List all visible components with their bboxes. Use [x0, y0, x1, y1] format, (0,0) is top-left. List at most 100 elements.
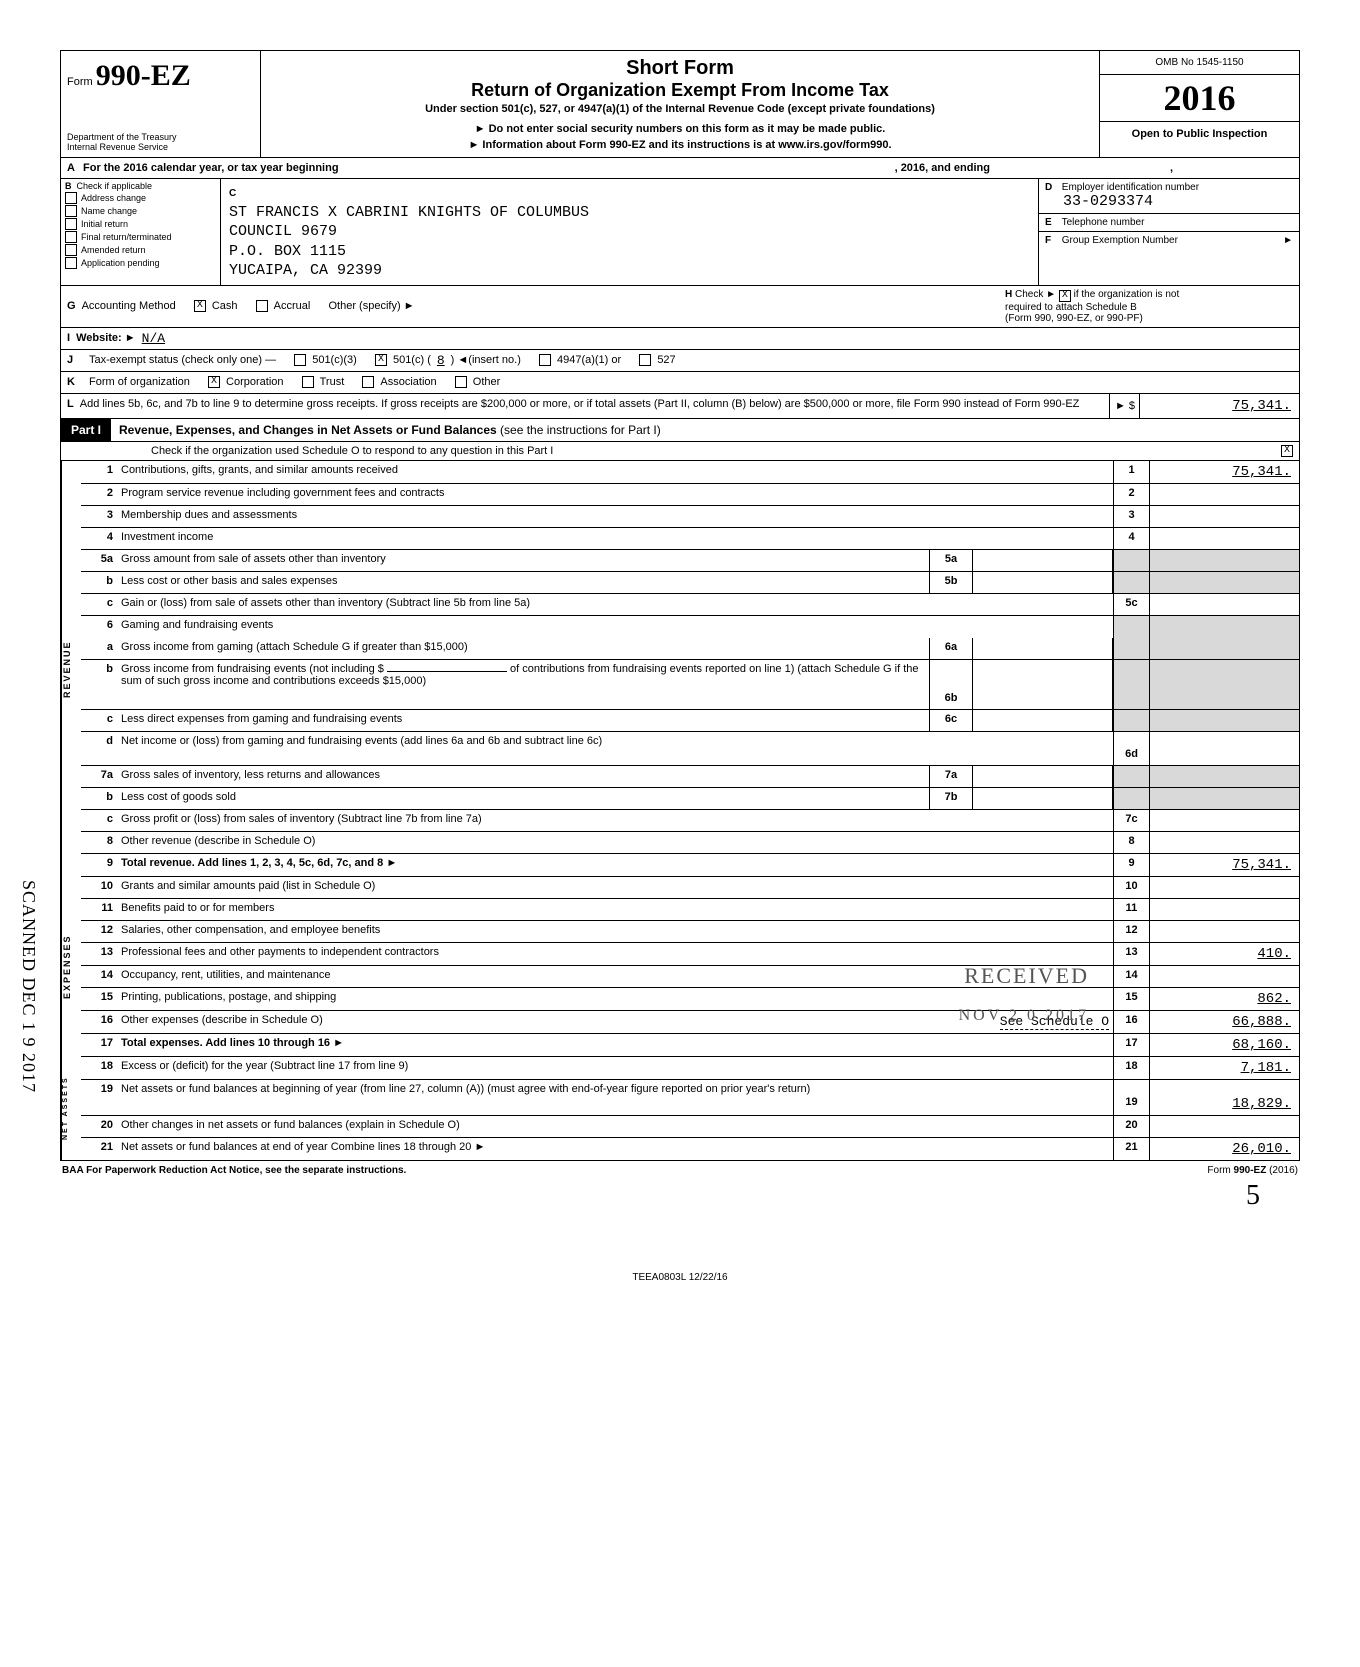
opt-amended-return: Amended return — [81, 245, 146, 255]
line-5a-text: Gross amount from sale of assets other t… — [117, 550, 929, 571]
line-5b-midval — [973, 572, 1113, 593]
label-l: L — [67, 398, 74, 414]
website-title: Website: ► — [76, 332, 136, 344]
line-5a: 5a Gross amount from sale of assets othe… — [81, 550, 1299, 572]
line-6a: a Gross income from gaming (attach Sched… — [81, 638, 1299, 660]
line-12-value — [1149, 921, 1299, 942]
col-c-name-address: C ST FRANCIS X CABRINI KNIGHTS OF COLUMB… — [221, 179, 1039, 285]
chk-initial-return[interactable] — [65, 218, 77, 230]
line-17-text: Total expenses. Add lines 10 through 16 — [117, 1034, 1113, 1056]
h-text-4: (Form 990, 990-EZ, or 990-PF) — [1005, 313, 1143, 324]
chk-association[interactable] — [362, 376, 374, 388]
line-6c-num: c — [81, 710, 117, 731]
line-7b-rval — [1149, 788, 1299, 809]
part-1-header: Part I Revenue, Expenses, and Changes in… — [60, 419, 1300, 442]
chk-cash[interactable]: X — [194, 300, 206, 312]
cell-d-ein: D Employer identification number 33-0293… — [1039, 179, 1299, 214]
opt-501c3: 501(c)(3) — [312, 354, 357, 366]
opt-501c-post: ) ◄(insert no.) — [451, 354, 521, 366]
line-11: 11 Benefits paid to or for members 11 — [81, 899, 1299, 921]
line-4-text: Investment income — [117, 528, 1113, 549]
line-8-value — [1149, 832, 1299, 853]
line-19-rnum: 19 — [1113, 1080, 1149, 1115]
chk-application-pending[interactable] — [65, 257, 77, 269]
chk-schedule-o-used[interactable]: X — [1281, 445, 1293, 457]
line-10-num: 10 — [81, 877, 117, 898]
chk-trust[interactable] — [302, 376, 314, 388]
line-16-value: 66,888. — [1149, 1011, 1299, 1033]
chk-501c[interactable]: X — [375, 354, 387, 366]
chk-final-return[interactable] — [65, 231, 77, 243]
info-url: ► Information about Form 990-EZ and its … — [271, 139, 1089, 151]
part-1-subheader: Check if the organization used Schedule … — [60, 442, 1300, 461]
label-i: I — [67, 332, 70, 344]
line-6b: b Gross income from fundraising events (… — [81, 660, 1299, 710]
line-2-value — [1149, 484, 1299, 505]
org-name-1: ST FRANCIS X CABRINI KNIGHTS OF COLUMBUS — [229, 204, 589, 221]
header-left: Form 990-EZ Department of the Treasury I… — [61, 51, 261, 157]
line-8-rnum: 8 — [1113, 832, 1149, 853]
line-12: 12 Salaries, other compensation, and emp… — [81, 921, 1299, 943]
chk-corporation[interactable]: X — [208, 376, 220, 388]
line-8: 8 Other revenue (describe in Schedule O)… — [81, 832, 1299, 854]
line-5c-text: Gain or (loss) from sale of assets other… — [117, 594, 1113, 615]
label-b: B — [65, 181, 72, 191]
line-13-value: 410. — [1149, 943, 1299, 965]
line-10-value — [1149, 877, 1299, 898]
label-f: F — [1045, 235, 1059, 246]
line-9-rnum: 9 — [1113, 854, 1149, 876]
line-6: 6 Gaming and fundraising events — [81, 616, 1299, 638]
chk-other-org[interactable] — [455, 376, 467, 388]
line-16-rnum: 16 — [1113, 1011, 1149, 1033]
dept-block: Department of the Treasury Internal Reve… — [67, 133, 254, 153]
line-7b-rnum — [1113, 788, 1149, 809]
line-16-text-inner: Other expenses (describe in Schedule O) — [121, 1014, 323, 1026]
line-7b-text: Less cost of goods sold — [117, 788, 929, 809]
line-6a-text: Gross income from gaming (attach Schedul… — [117, 638, 929, 659]
header-center: Short Form Return of Organization Exempt… — [261, 51, 1099, 157]
line-20-value — [1149, 1116, 1299, 1137]
line-19-text: Net assets or fund balances at beginning… — [117, 1080, 1113, 1115]
opt-501c-num: 8 — [437, 353, 445, 368]
line-9-value: 75,341. — [1149, 854, 1299, 876]
row-k: K Form of organization X Corporation Tru… — [60, 372, 1300, 394]
chk-address-change[interactable] — [65, 192, 77, 204]
chk-527[interactable] — [639, 354, 651, 366]
identity-block: B Check if applicable Address change Nam… — [60, 179, 1300, 286]
label-c: C — [229, 188, 236, 199]
line-9-num: 9 — [81, 854, 117, 876]
chk-name-change[interactable] — [65, 205, 77, 217]
line-6c: c Less direct expenses from gaming and f… — [81, 710, 1299, 732]
h-text-1: Check ► — [1015, 289, 1056, 300]
line-9: 9 Total revenue. Add lines 1, 2, 3, 4, 5… — [81, 854, 1299, 877]
phone-title: Telephone number — [1062, 217, 1145, 228]
chk-not-required-schedule-b[interactable]: X — [1059, 290, 1071, 302]
line-12-num: 12 — [81, 921, 117, 942]
label-e: E — [1045, 217, 1059, 228]
cell-f-group-exemption: F Group Exemption Number ► — [1039, 232, 1299, 285]
chk-accrual[interactable] — [256, 300, 268, 312]
opt-accrual: Accrual — [274, 300, 311, 312]
form-prefix: Form — [67, 76, 93, 88]
chk-501c3[interactable] — [294, 354, 306, 366]
line-6a-midval — [973, 638, 1113, 659]
line-7b-midval — [973, 788, 1113, 809]
line-21-rnum: 21 — [1113, 1138, 1149, 1160]
line-15-value: 862. — [1149, 988, 1299, 1010]
line-21-num: 21 — [81, 1138, 117, 1160]
line-5c: c Gain or (loss) from sale of assets oth… — [81, 594, 1299, 616]
line-4-value — [1149, 528, 1299, 549]
line-2-rnum: 2 — [1113, 484, 1149, 505]
side-label-net-assets: NET ASSETS — [61, 1057, 81, 1160]
chk-amended-return[interactable] — [65, 244, 77, 256]
chk-4947a1[interactable] — [539, 354, 551, 366]
line-3-value — [1149, 506, 1299, 527]
line-7a-rval — [1149, 766, 1299, 787]
group-exemption-arrow: ► — [1283, 235, 1293, 246]
line-11-value — [1149, 899, 1299, 920]
line-12-text: Salaries, other compensation, and employ… — [117, 921, 1113, 942]
expenses-section: EXPENSES 10 Grants and similar amounts p… — [60, 877, 1300, 1057]
opt-4947a1: 4947(a)(1) or — [557, 354, 621, 366]
line-4: 4 Investment income 4 — [81, 528, 1299, 550]
form-number: 990-EZ — [96, 59, 191, 92]
